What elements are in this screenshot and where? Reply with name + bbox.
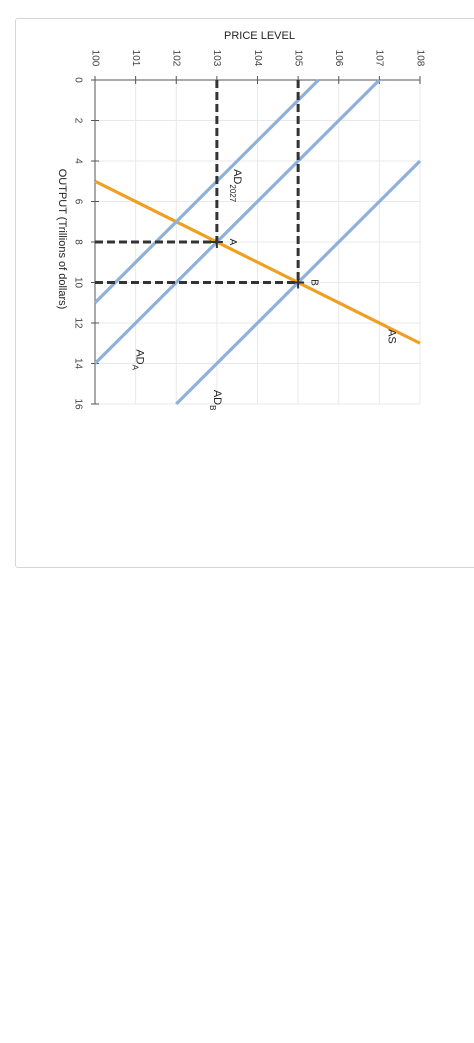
price-tick-label: 100 xyxy=(89,50,100,67)
curve-label-adb: ADB xyxy=(208,390,223,411)
output-tick-label: 4 xyxy=(72,158,83,164)
output-tick-label: 0 xyxy=(72,77,83,83)
point-label-b: B xyxy=(308,279,319,286)
price-tick-label: 103 xyxy=(211,50,222,67)
price-tick-label: 107 xyxy=(374,50,385,67)
output-tick-label: 6 xyxy=(72,199,83,205)
output-tick-label: 8 xyxy=(72,239,83,245)
price-tick-label: 108 xyxy=(414,50,425,67)
output-tick-label: 12 xyxy=(72,317,83,329)
curve-label-name: AD xyxy=(211,390,223,405)
chart-card xyxy=(15,18,474,568)
curve-label-subscript: A xyxy=(131,365,140,371)
curve-label-subscript: B xyxy=(208,405,217,410)
curve-label-ad2027: AD2027 xyxy=(228,169,243,203)
curve-label-subscript: 2027 xyxy=(228,184,237,202)
curve-label-ada: ADA xyxy=(131,349,146,370)
curve-label-name: AS xyxy=(386,329,398,344)
output-axis-title: OUTPUT (Trillions of dollars) xyxy=(56,169,68,310)
output-tick-label: 16 xyxy=(72,398,83,410)
price-tick-label: 105 xyxy=(292,50,303,67)
output-tick-label: 10 xyxy=(72,277,83,289)
output-tick-label: 14 xyxy=(72,358,83,370)
point-label-a: A xyxy=(227,239,238,246)
curve-label-name: AD xyxy=(231,169,243,184)
curve-label-name: AD xyxy=(134,349,146,364)
series-line-as xyxy=(94,179,421,345)
series-line-ad2027 xyxy=(93,78,320,304)
output-tick-label: 2 xyxy=(72,118,83,124)
curve-label-as: AS xyxy=(386,329,398,344)
price-tick-label: 106 xyxy=(333,50,344,67)
price-level-axis-title: PRICE LEVEL xyxy=(224,30,295,42)
series-line-ada xyxy=(93,78,381,365)
price-tick-label: 102 xyxy=(171,50,182,67)
price-tick-label: 104 xyxy=(252,50,263,67)
price-tick-label: 101 xyxy=(130,50,141,67)
